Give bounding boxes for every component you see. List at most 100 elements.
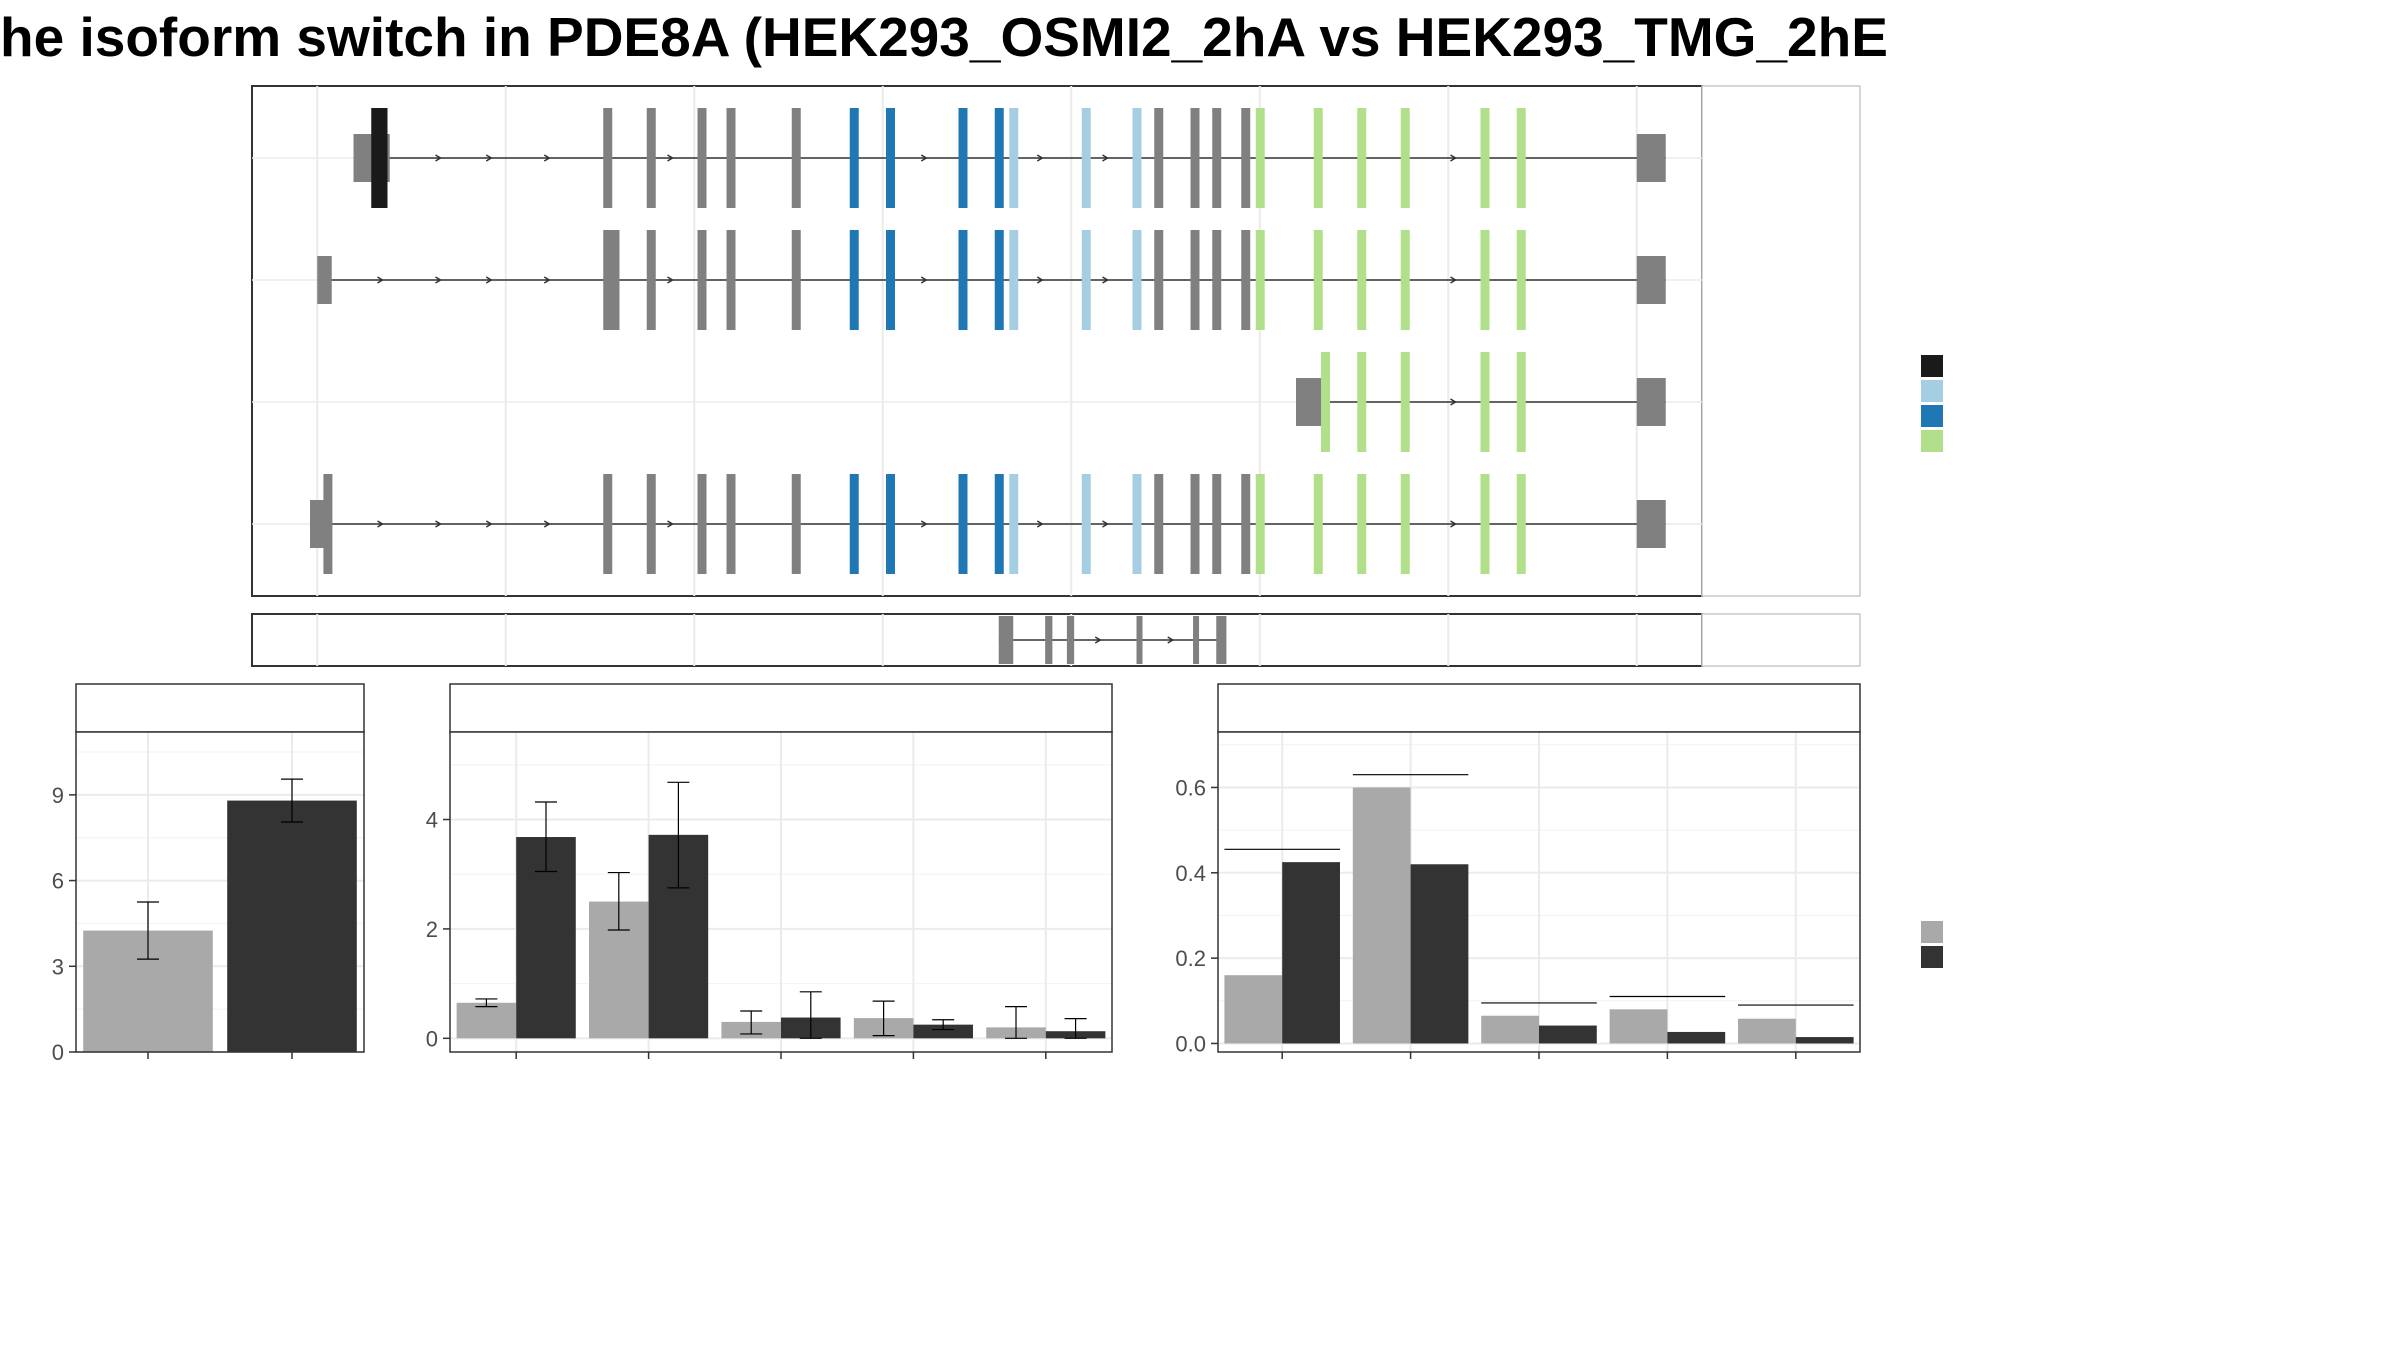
y-tick-label: 6: [52, 869, 64, 894]
strand-arrow: [543, 276, 551, 284]
strand-arrow: [1036, 520, 1044, 528]
y-tick-label: 4: [426, 808, 438, 833]
exon-block: [1400, 474, 1410, 574]
exon-block: [1516, 474, 1526, 574]
strand-arrow: [1450, 154, 1457, 162]
transcript-row: [252, 352, 1702, 452]
exon-block: [1480, 108, 1490, 208]
exon-block: [603, 474, 613, 574]
exon-block: [1212, 108, 1222, 208]
panel-strip: [75, 683, 365, 733]
exon-block: [958, 108, 968, 208]
bar-charts: 0 3 6 9 0 2 4 0.0 0.2 0.4 0.6: [52, 683, 1861, 1065]
y-tick-label: 9: [52, 783, 64, 808]
legend-key: [1921, 355, 1943, 377]
exon-block: [886, 108, 895, 208]
bar: [1352, 787, 1411, 1044]
bar: [1539, 1025, 1597, 1044]
exon-block: [1132, 108, 1142, 208]
strand-arrow: [543, 154, 551, 162]
strand-arrow: [920, 154, 928, 162]
strand-arrow: [377, 276, 384, 284]
bar-chart: 0 2 4: [426, 683, 1113, 1059]
exon-block: [610, 230, 620, 330]
exon-block: [1313, 108, 1323, 208]
exon-block: [1136, 616, 1143, 664]
transcript-structure-panel: [251, 85, 1861, 667]
exon-block: [886, 474, 895, 574]
exon-block: [1480, 230, 1490, 330]
strand-arrow: [1102, 154, 1109, 162]
exon-block: [1480, 474, 1490, 574]
bar: [1795, 1037, 1854, 1044]
strand-arrow: [1450, 276, 1457, 284]
y-tick-label: 0.4: [1175, 861, 1206, 886]
y-tick-label: 0: [52, 1040, 64, 1065]
exon-block: [791, 108, 801, 208]
bar: [1609, 1009, 1668, 1044]
panel-strip: [1217, 683, 1861, 733]
exon-block: [603, 108, 613, 208]
strand-arrow: [485, 276, 493, 284]
bar: [227, 800, 357, 1052]
exon-block: [1516, 230, 1526, 330]
utr-block: [1636, 378, 1666, 426]
exon-block: [1212, 230, 1222, 330]
panel-strip: [449, 683, 1113, 733]
exon-block: [1154, 230, 1164, 330]
exon-block: [1045, 616, 1053, 664]
exon-block: [1081, 108, 1091, 208]
strand-arrow: [377, 520, 384, 528]
utr-block: [1636, 134, 1666, 182]
exon-block: [1241, 108, 1251, 208]
exon-block: [1190, 230, 1200, 330]
exon-block: [378, 108, 388, 208]
strand-arrow: [667, 520, 674, 528]
y-tick-label: 0.6: [1175, 775, 1206, 800]
exon-block: [849, 474, 859, 574]
strand-arrow: [485, 520, 493, 528]
exon-block: [1009, 474, 1019, 574]
strand-arrow: [920, 520, 928, 528]
bar-chart: 0.0 0.2 0.4 0.6: [1175, 683, 1861, 1059]
y-tick-label: 0.2: [1175, 946, 1206, 971]
exon-block: [1081, 230, 1091, 330]
exon-block: [1357, 108, 1367, 208]
exon-block: [603, 230, 613, 330]
exon-block: [791, 474, 801, 574]
strand-arrow: [1450, 520, 1457, 528]
exon-block: [1516, 108, 1526, 208]
strand-arrow: [1102, 276, 1109, 284]
strand-arrow: [543, 520, 551, 528]
exon-block: [958, 474, 968, 574]
exon-block: [1480, 352, 1490, 452]
exon-block: [646, 108, 656, 208]
strand-arrow: [667, 276, 674, 284]
exon-block: [1357, 352, 1367, 452]
exon-block: [1212, 474, 1222, 574]
exon-block: [958, 230, 968, 330]
exon-block: [697, 108, 707, 208]
transcript-row: [252, 474, 1702, 574]
exon-block: [1255, 230, 1265, 330]
exon-block: [1193, 616, 1200, 664]
legend-key: [1921, 380, 1943, 402]
exon-block: [1009, 230, 1019, 330]
exon-block: [1241, 230, 1251, 330]
exon-block: [886, 230, 895, 330]
bar: [1282, 862, 1340, 1044]
exon-block: [1255, 474, 1265, 574]
exon-block: [1154, 474, 1164, 574]
bar: [913, 1024, 973, 1039]
legends: [1921, 355, 1943, 968]
exon-block: [1357, 474, 1367, 574]
y-tick-label: 0.0: [1175, 1031, 1206, 1056]
exon-block: [726, 108, 736, 208]
exon-block: [1313, 474, 1323, 574]
exon-block: [697, 230, 707, 330]
bar-chart: 0 3 6 9: [52, 683, 365, 1065]
exon-block: [1321, 352, 1330, 452]
bar: [1410, 864, 1469, 1044]
legend-key: [1921, 946, 1943, 968]
noncoding-panel: [251, 613, 1703, 667]
